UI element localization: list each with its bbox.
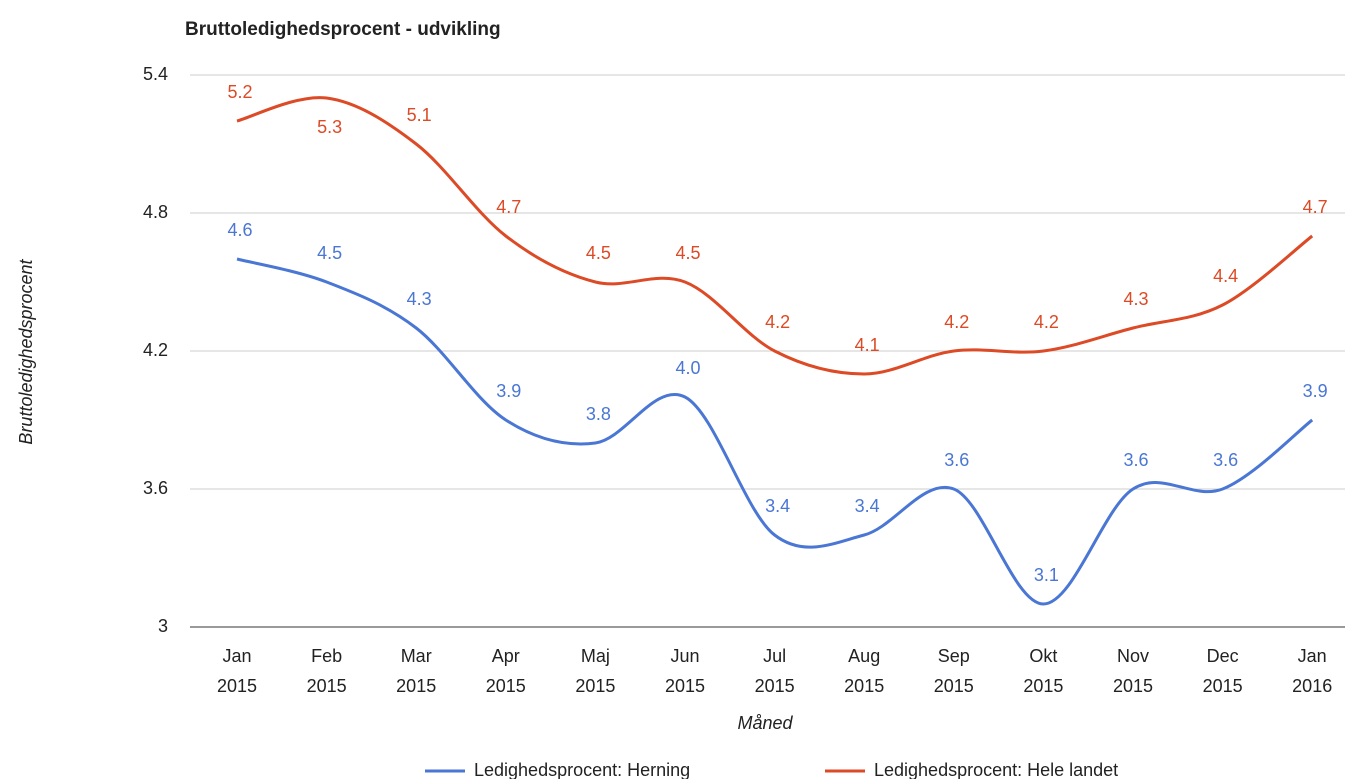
- data-label: 4.3: [407, 289, 432, 309]
- data-label: 5.2: [227, 82, 252, 102]
- y-tick-label: 4.2: [143, 340, 168, 360]
- x-tick-label: Jun 2015: [665, 646, 705, 696]
- legend-label: Ledighedsprocent: Hele landet: [874, 760, 1118, 779]
- data-label: 4.2: [765, 312, 790, 332]
- x-tick-label: Maj 2015: [575, 646, 615, 696]
- y-tick-label: 4.8: [143, 202, 168, 222]
- data-label: 4.2: [1034, 312, 1059, 332]
- data-label: 3.6: [944, 450, 969, 470]
- data-label: 5.1: [407, 105, 432, 125]
- data-label: 4.6: [227, 220, 252, 240]
- chart-title: Bruttoledighedsprocent - udvikling: [185, 19, 501, 40]
- data-label: 3.6: [1123, 450, 1148, 470]
- data-label: 3.8: [586, 404, 611, 424]
- x-axis-title: Måned: [737, 713, 793, 733]
- y-tick-label: 3.6: [143, 478, 168, 498]
- x-tick-label: Sep 2015: [934, 646, 974, 696]
- data-label: 4.0: [675, 358, 700, 378]
- data-label: 4.4: [1213, 266, 1238, 286]
- data-label: 3.9: [1303, 381, 1328, 401]
- data-label: 4.1: [855, 335, 880, 355]
- data-label: 4.7: [1303, 197, 1328, 217]
- x-tick-label: Okt 2015: [1023, 646, 1063, 696]
- data-label: 4.3: [1123, 289, 1148, 309]
- data-label: 3.4: [765, 496, 790, 516]
- legend-label: Ledighedsprocent: Herning: [474, 760, 690, 779]
- data-label: 4.2: [944, 312, 969, 332]
- x-tick-label: Feb 2015: [307, 646, 347, 696]
- x-tick-label: Jan 2016: [1292, 646, 1332, 696]
- line-series: [236, 96, 1314, 376]
- x-tick-label: Apr 2015: [486, 646, 526, 696]
- data-label: 4.7: [496, 197, 521, 217]
- x-tick-label: Mar 2015: [396, 646, 436, 696]
- data-label: 3.9: [496, 381, 521, 401]
- x-tick-label: Aug 2015: [844, 646, 884, 696]
- data-label: 4.5: [317, 243, 342, 263]
- line-series: [236, 257, 1314, 606]
- x-tick-label: Nov 2015: [1113, 646, 1153, 696]
- data-label: 5.3: [317, 117, 342, 137]
- y-tick-label: 3: [158, 616, 168, 636]
- data-label: 3.4: [855, 496, 880, 516]
- data-label: 4.5: [586, 243, 611, 263]
- x-tick-label: Dec 2015: [1203, 646, 1243, 696]
- y-axis-title: Bruttoledighedsprocent: [16, 258, 36, 444]
- y-tick-label: 5.4: [143, 64, 168, 84]
- x-tick-label: Jan 2015: [217, 646, 257, 696]
- x-tick-label: Jul 2015: [755, 646, 795, 696]
- data-label: 3.6: [1213, 450, 1238, 470]
- data-label: 4.5: [675, 243, 700, 263]
- data-label: 3.1: [1034, 565, 1059, 585]
